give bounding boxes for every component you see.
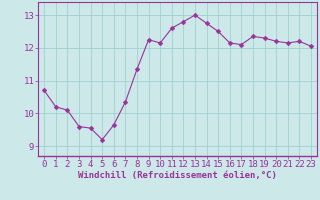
X-axis label: Windchill (Refroidissement éolien,°C): Windchill (Refroidissement éolien,°C) [78,171,277,180]
